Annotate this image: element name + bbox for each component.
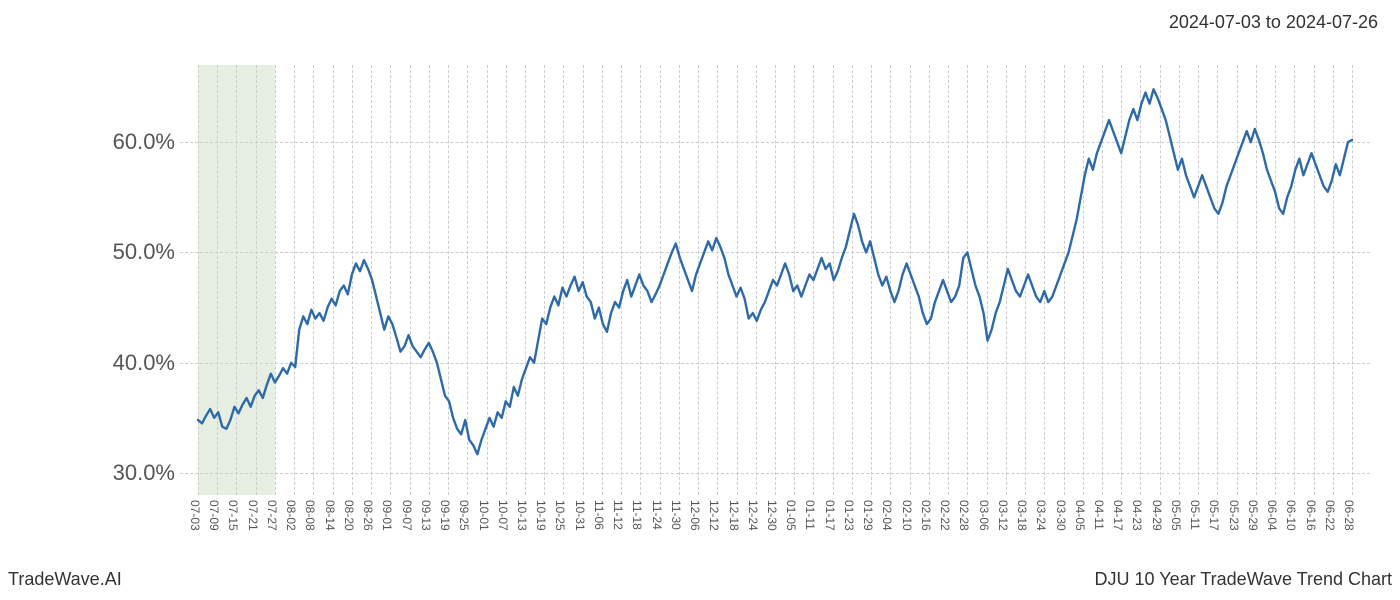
x-tick-label: 12-12 (707, 500, 721, 531)
x-tick-label: 11-18 (630, 500, 644, 530)
x-tick-label: 03-06 (977, 500, 991, 531)
x-tick-label: 07-27 (265, 500, 279, 531)
x-tick-label: 06-22 (1323, 500, 1337, 531)
x-tick-label: 06-10 (1284, 500, 1298, 531)
x-tick-label: 07-15 (226, 500, 240, 531)
x-tick-label: 07-21 (246, 500, 260, 531)
y-tick-label: 50.0% (113, 239, 175, 265)
x-tick-label: 01-17 (823, 500, 837, 531)
x-tick-label: 05-17 (1207, 500, 1221, 531)
x-tick-label: 02-10 (900, 500, 914, 531)
chart-title: DJU 10 Year TradeWave Trend Chart (1095, 569, 1392, 590)
x-tick-label: 10-31 (573, 500, 587, 531)
x-tick-label: 06-04 (1265, 500, 1279, 531)
x-tick-label: 03-24 (1034, 500, 1048, 531)
brand-label: TradeWave.AI (8, 569, 122, 590)
x-tick-label: 03-18 (1015, 500, 1029, 531)
x-tick-label: 05-11 (1188, 500, 1202, 530)
x-tick-label: 09-07 (400, 500, 414, 531)
x-tick-label: 08-02 (284, 500, 298, 531)
chart-plot-area (180, 65, 1370, 495)
x-tick-label: 11-06 (592, 500, 606, 530)
x-tick-label: 09-19 (438, 500, 452, 531)
x-tick-label: 07-03 (188, 500, 202, 531)
x-tick-label: 05-29 (1246, 500, 1260, 531)
x-tick-label: 08-08 (303, 500, 317, 531)
line-series-layer (180, 65, 1370, 495)
x-tick-label: 08-26 (361, 500, 375, 531)
x-tick-label: 03-30 (1054, 500, 1068, 531)
x-tick-label: 10-13 (515, 500, 529, 531)
x-tick-label: 09-13 (419, 500, 433, 531)
x-tick-label: 01-11 (803, 500, 817, 530)
x-tick-label: 09-01 (380, 500, 394, 531)
y-tick-label: 60.0% (113, 129, 175, 155)
x-tick-label: 02-28 (957, 500, 971, 531)
x-tick-label: 08-20 (342, 500, 356, 531)
x-tick-label: 11-30 (669, 500, 683, 530)
y-tick-label: 40.0% (113, 350, 175, 376)
x-tick-label: 06-28 (1342, 500, 1356, 531)
x-tick-label: 02-16 (919, 500, 933, 531)
x-tick-label: 07-09 (207, 500, 221, 531)
x-tick-label: 12-18 (727, 500, 741, 531)
x-tick-label: 10-07 (496, 500, 510, 531)
x-tick-label: 11-12 (611, 500, 625, 530)
x-tick-label: 10-19 (534, 500, 548, 531)
y-tick-label: 30.0% (113, 460, 175, 486)
x-tick-label: 10-01 (477, 500, 491, 531)
x-tick-label: 04-05 (1073, 500, 1087, 531)
series-line (198, 89, 1352, 454)
x-tick-label: 04-11 (1092, 500, 1106, 530)
x-tick-label: 08-14 (323, 500, 337, 531)
x-tick-label: 01-23 (842, 500, 856, 531)
x-tick-label: 04-29 (1150, 500, 1164, 531)
x-tick-label: 12-24 (746, 500, 760, 531)
x-tick-label: 10-25 (553, 500, 567, 531)
x-tick-label: 04-23 (1130, 500, 1144, 531)
x-tick-label: 02-04 (880, 500, 894, 531)
date-range-label: 2024-07-03 to 2024-07-26 (1169, 12, 1378, 33)
x-tick-label: 06-16 (1304, 500, 1318, 531)
x-tick-label: 12-06 (688, 500, 702, 531)
x-tick-label: 05-05 (1169, 500, 1183, 531)
x-tick-label: 01-05 (784, 500, 798, 531)
x-tick-label: 03-12 (996, 500, 1010, 531)
x-tick-label: 02-22 (938, 500, 952, 531)
x-tick-label: 04-17 (1111, 500, 1125, 531)
x-tick-label: 09-25 (457, 500, 471, 531)
x-tick-label: 11-24 (650, 500, 664, 530)
x-tick-label: 01-29 (861, 500, 875, 531)
x-tick-label: 05-23 (1227, 500, 1241, 531)
x-tick-label: 12-30 (765, 500, 779, 531)
